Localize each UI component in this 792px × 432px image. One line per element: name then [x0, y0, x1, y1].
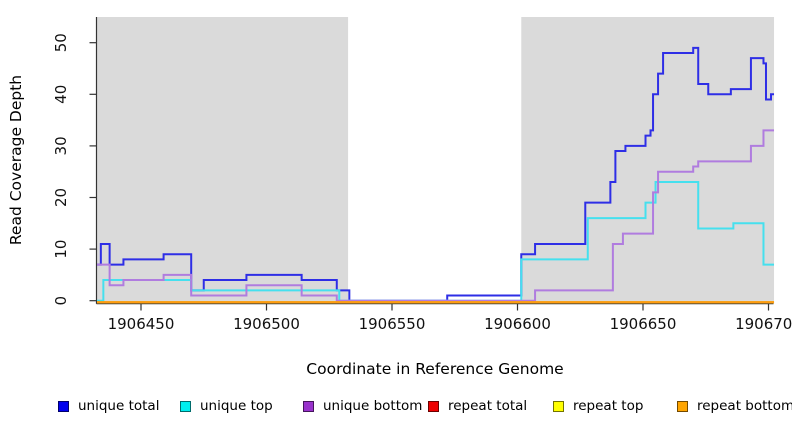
y-axis-title: Read Coverage Depth — [7, 75, 25, 245]
legend-label-repeat-top: repeat top — [573, 398, 644, 414]
y-tick-label: 40 — [52, 85, 70, 104]
y-tick-label: 0 — [52, 296, 70, 306]
legend-label-unique-bottom: unique bottom — [323, 398, 423, 414]
legend-label-repeat-bottom: repeat bottom — [697, 398, 792, 414]
x-tick-label: 1906500 — [233, 315, 300, 333]
legend-swatch-unique-total — [58, 400, 69, 412]
plot-layers: 0 10 20 30 40 50 1906450 1906500 1906550 1906600 1… — [52, 17, 792, 333]
legend-item-repeat-bottom: repeat bottom — [677, 398, 792, 414]
legend-swatch-repeat-bottom — [677, 400, 688, 412]
y-tick-label: 20 — [52, 188, 70, 207]
x-axis-title: Coordinate in Reference Genome — [306, 360, 563, 378]
y-tick-label: 10 — [52, 240, 70, 259]
shaded-region — [97, 17, 349, 303]
legend-swatch-unique-top — [180, 400, 191, 412]
legend-item-repeat-top: repeat top — [553, 398, 643, 414]
legend-item-repeat-total: repeat total — [428, 398, 527, 414]
y-tick-label: 50 — [52, 33, 70, 52]
legend-item-unique-bottom: unique bottom — [303, 398, 422, 414]
legend-item-unique-total: unique total — [58, 398, 159, 414]
shaded-region — [521, 17, 775, 303]
x-tick-label: 1906450 — [108, 315, 175, 333]
plot-canvas: 0 10 20 30 40 50 1906450 1906500 1906550 1906600 1… — [7, 17, 792, 378]
series-unique-bottom — [97, 129, 775, 302]
legend-label-unique-total: unique total — [78, 398, 160, 414]
x-tick-label: 1906600 — [484, 315, 551, 333]
legend-item-unique-top: unique top — [180, 398, 273, 414]
y-tick-label: 30 — [52, 136, 70, 155]
x-tick-label: 1906550 — [359, 315, 426, 333]
x-tick-label: 1906650 — [610, 315, 677, 333]
x-tick-label: 1906700 — [735, 315, 792, 333]
legend-label-unique-top: unique top — [200, 398, 273, 414]
legend-swatch-unique-bottom — [303, 400, 314, 412]
legend-label-repeat-total: repeat total — [448, 398, 528, 414]
legend-swatch-repeat-top — [553, 400, 564, 412]
series-lines — [97, 46, 775, 304]
legend-swatch-repeat-total — [428, 400, 439, 412]
